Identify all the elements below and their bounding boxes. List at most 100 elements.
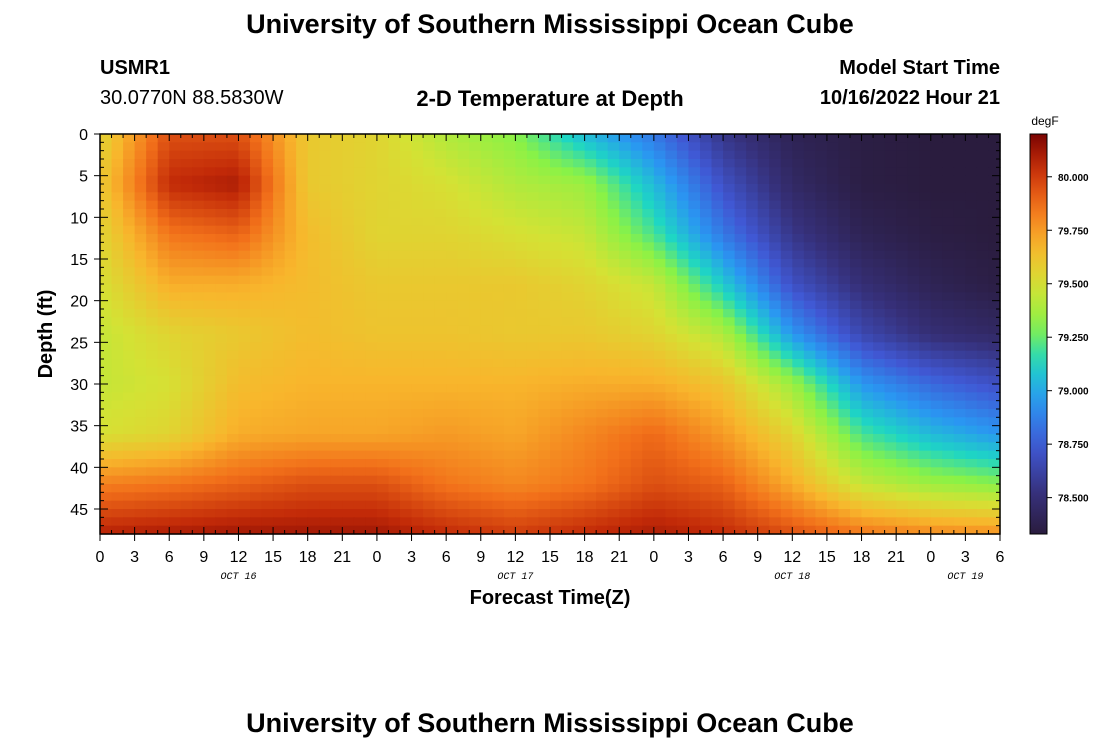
heatmap-cell bbox=[457, 325, 470, 335]
heatmap-cell bbox=[757, 375, 770, 385]
heatmap-cell bbox=[538, 417, 551, 427]
heatmap-cell bbox=[307, 425, 320, 435]
heatmap-cell bbox=[907, 259, 920, 268]
heatmap-cell bbox=[596, 492, 609, 502]
heatmap-cell bbox=[688, 384, 701, 393]
heatmap-cell bbox=[988, 409, 1001, 418]
heatmap-cell bbox=[792, 375, 805, 385]
heatmap-cell bbox=[884, 459, 897, 468]
heatmap-cell bbox=[526, 317, 540, 327]
heatmap-cell bbox=[746, 250, 759, 260]
heatmap-cell bbox=[584, 184, 597, 193]
heatmap-cell bbox=[492, 417, 505, 427]
heatmap-cell bbox=[873, 400, 886, 410]
heatmap-cell bbox=[180, 175, 193, 185]
heatmap-cell bbox=[296, 167, 309, 177]
heatmap-cell bbox=[573, 192, 586, 202]
heatmap-cell bbox=[584, 167, 597, 177]
heatmap-cell bbox=[353, 150, 366, 160]
heatmap-cell bbox=[653, 175, 666, 185]
heatmap-cell bbox=[342, 134, 355, 143]
heatmap-cell bbox=[919, 192, 932, 202]
heatmap-cell bbox=[203, 375, 216, 385]
heatmap-cell bbox=[815, 409, 828, 418]
heatmap-cell bbox=[700, 400, 713, 410]
heatmap-cell bbox=[953, 392, 966, 402]
heatmap-cell bbox=[261, 234, 274, 243]
heatmap-cell bbox=[134, 500, 147, 510]
heatmap-cell bbox=[388, 400, 401, 410]
heatmap-cell bbox=[919, 417, 932, 427]
heatmap-cell bbox=[446, 259, 459, 268]
heatmap-cell bbox=[446, 467, 459, 477]
heatmap-cell bbox=[400, 317, 413, 327]
heatmap-cell bbox=[780, 400, 793, 410]
heatmap-cell bbox=[330, 459, 343, 468]
heatmap-cell bbox=[988, 134, 1001, 143]
heatmap-cell bbox=[319, 275, 332, 285]
heatmap-cell bbox=[873, 325, 886, 335]
heatmap-cell bbox=[238, 434, 251, 443]
heatmap-cell bbox=[896, 375, 909, 385]
heatmap-cell bbox=[261, 225, 274, 235]
heatmap-cell bbox=[688, 425, 701, 435]
heatmap-cell bbox=[261, 317, 274, 327]
heatmap-cell bbox=[584, 459, 597, 468]
heatmap-cell bbox=[480, 459, 493, 468]
heatmap-cell bbox=[446, 375, 459, 385]
heatmap-cell bbox=[780, 342, 793, 352]
heatmap-cell bbox=[584, 359, 597, 368]
heatmap-cell bbox=[688, 217, 701, 227]
heatmap-cell bbox=[769, 400, 782, 410]
heatmap-cell bbox=[226, 450, 240, 460]
page-title: University of Southern Mississippi Ocean… bbox=[246, 9, 854, 39]
heatmap-cell bbox=[515, 484, 528, 493]
heatmap-cell bbox=[688, 309, 701, 318]
heatmap-cell bbox=[273, 375, 286, 385]
heatmap-cell bbox=[400, 267, 413, 277]
heatmap-cell bbox=[815, 384, 828, 393]
heatmap-cell bbox=[561, 242, 574, 252]
heatmap-cell bbox=[815, 242, 828, 252]
heatmap-cell bbox=[734, 500, 747, 510]
heatmap-cell bbox=[700, 425, 713, 435]
heatmap-cell bbox=[492, 509, 505, 518]
heatmap-cell bbox=[965, 284, 978, 293]
heatmap-cell bbox=[319, 484, 332, 493]
heatmap-cell bbox=[180, 184, 193, 193]
heatmap-cell bbox=[942, 275, 955, 285]
heatmap-cell bbox=[976, 400, 990, 410]
heatmap-cell bbox=[457, 525, 470, 535]
heatmap-cell bbox=[838, 500, 851, 510]
heatmap-cell bbox=[215, 275, 228, 285]
heatmap-cell bbox=[838, 450, 851, 460]
heatmap-cell bbox=[642, 475, 655, 485]
heatmap-cell bbox=[700, 134, 713, 143]
heatmap-cell bbox=[526, 284, 540, 293]
heatmap-cell bbox=[434, 492, 447, 502]
heatmap-cell bbox=[203, 317, 216, 327]
heatmap-cell bbox=[376, 492, 390, 502]
heatmap-cell bbox=[250, 134, 263, 143]
heatmap-cell bbox=[434, 425, 447, 435]
heatmap-cell bbox=[330, 392, 343, 402]
heatmap-cell bbox=[526, 209, 540, 218]
heatmap-cell bbox=[700, 367, 713, 377]
heatmap-cell bbox=[226, 167, 240, 177]
heatmap-cell bbox=[111, 317, 124, 327]
heatmap-cell bbox=[596, 175, 609, 185]
heatmap-cell bbox=[780, 242, 793, 252]
heatmap-cell bbox=[988, 500, 1001, 510]
heatmap-cell bbox=[838, 384, 851, 393]
heatmap-cell bbox=[503, 367, 516, 377]
heatmap-cell bbox=[630, 242, 643, 252]
heatmap-cell bbox=[365, 500, 378, 510]
heatmap-cell bbox=[100, 450, 113, 460]
heatmap-cell bbox=[711, 342, 724, 352]
heatmap-cell bbox=[111, 284, 124, 293]
heatmap-cell bbox=[538, 192, 551, 202]
heatmap-cell bbox=[376, 342, 390, 352]
heatmap-cell bbox=[457, 342, 470, 352]
heatmap-cell bbox=[665, 475, 678, 485]
heatmap-cell bbox=[676, 309, 690, 318]
